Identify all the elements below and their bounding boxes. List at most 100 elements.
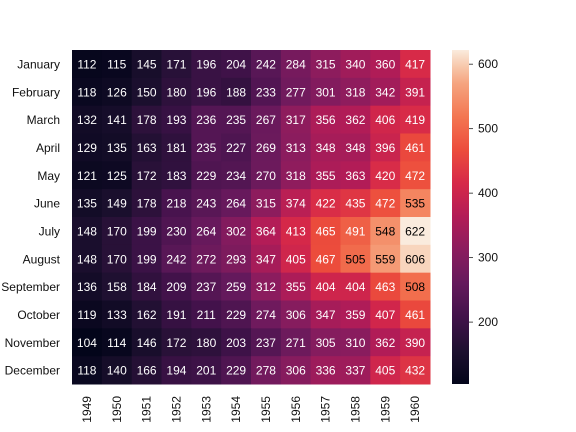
heatmap-cell <box>191 77 222 107</box>
heatmap-cell <box>400 328 431 357</box>
cell-value-label: 184 <box>137 280 157 294</box>
heatmap-cell <box>101 50 133 79</box>
heatmap-cell <box>310 272 341 301</box>
cell-value-label: 271 <box>286 336 306 350</box>
heatmap-cell <box>251 272 282 301</box>
cell-value-label: 242 <box>166 252 186 266</box>
heatmap-cell <box>251 356 282 385</box>
cell-value-label: 162 <box>137 308 157 322</box>
heatmap-cell <box>161 217 192 246</box>
cell-value-label: 166 <box>137 364 157 378</box>
heatmap-cell <box>370 272 401 301</box>
cell-value-label: 233 <box>256 85 276 99</box>
heatmap-cell <box>370 356 401 385</box>
heatmap-cell <box>310 300 341 329</box>
y-tick-label: June <box>34 197 60 211</box>
cell-value-label: 348 <box>345 141 365 155</box>
heatmap-cell <box>221 105 252 134</box>
x-tick-label: 1954 <box>229 396 243 423</box>
heatmap-cell <box>251 161 282 190</box>
cell-value-label: 270 <box>256 169 276 183</box>
heatmap-cell <box>400 356 431 385</box>
heatmap-cell <box>221 244 252 274</box>
cell-value-label: 104 <box>77 336 97 350</box>
heatmap-cell <box>131 161 162 190</box>
heatmap-cell <box>340 272 371 301</box>
cell-value-label: 390 <box>405 336 425 350</box>
heatmap-cell <box>400 272 431 301</box>
cell-value-label: 301 <box>316 85 336 99</box>
heatmap-cell <box>280 105 312 134</box>
cell-value-label: 141 <box>107 113 127 127</box>
y-tick-label: March <box>27 113 60 127</box>
heatmap-cell <box>131 356 162 385</box>
y-tick-label: February <box>12 85 60 99</box>
heatmap-cell <box>280 217 312 246</box>
heatmap-cell <box>280 77 312 107</box>
heatmap-cell <box>161 161 192 190</box>
cell-value-label: 178 <box>137 197 157 211</box>
cell-value-label: 318 <box>345 85 365 99</box>
cell-value-label: 132 <box>77 113 97 127</box>
heatmap-cell <box>340 50 371 79</box>
heatmap-cell <box>251 105 282 134</box>
x-tick-label: 1960 <box>408 396 422 423</box>
heatmap-cell <box>101 328 133 357</box>
cell-value-label: 191 <box>166 308 186 322</box>
heatmap-cell <box>340 133 371 162</box>
heatmap-cell <box>310 161 341 190</box>
heatmap-cell <box>191 356 222 385</box>
cell-value-label: 264 <box>226 197 246 211</box>
heatmap-cell <box>221 189 252 218</box>
heatmap-cell <box>161 77 192 107</box>
heatmap-cell <box>370 189 401 218</box>
heatmap-cell <box>191 133 222 162</box>
cell-value-label: 125 <box>107 169 127 183</box>
heatmap-cell <box>101 161 133 190</box>
heatmap-cell <box>221 161 252 190</box>
cell-value-label: 180 <box>196 336 216 350</box>
heatmap-cell <box>400 77 431 107</box>
heatmap-cell <box>221 133 252 162</box>
cell-value-label: 163 <box>137 141 157 155</box>
cell-value-label: 129 <box>77 141 97 155</box>
heatmap-cell <box>310 50 341 79</box>
cell-value-label: 196 <box>196 57 216 71</box>
heatmap-cell <box>251 189 282 218</box>
heatmap-cell <box>280 328 312 357</box>
cell-value-label: 535 <box>405 197 425 211</box>
colorbar-tick-label: 300 <box>478 251 498 265</box>
cell-value-label: 170 <box>107 224 127 238</box>
cell-value-label: 272 <box>196 252 216 266</box>
heatmap-cell <box>221 77 252 107</box>
heatmap-cell <box>251 50 282 79</box>
heatmap-cell <box>72 77 103 107</box>
cell-value-label: 118 <box>77 85 96 99</box>
cell-value-label: 435 <box>345 197 365 211</box>
cell-value-label: 236 <box>196 113 216 127</box>
cell-value-label: 230 <box>166 224 186 238</box>
cell-value-label: 362 <box>375 336 395 350</box>
cell-value-label: 347 <box>256 252 276 266</box>
heatmap-cell <box>370 300 401 329</box>
cell-value-label: 465 <box>316 224 336 238</box>
heatmap-cell <box>370 217 401 246</box>
heatmap-cell <box>72 105 103 134</box>
heatmap-cell <box>72 328 103 357</box>
cell-value-label: 188 <box>226 85 246 99</box>
colorbar-tick-label: 600 <box>478 57 498 71</box>
heatmap-cell <box>400 189 431 218</box>
x-tick-labels: 1949 1950 1951 1952 1953 1954 1955 1956 1957 1958… <box>80 396 422 423</box>
cell-value-label: 315 <box>316 57 336 71</box>
colorbar-gradient <box>452 50 469 384</box>
heatmap-cell <box>340 300 371 329</box>
cell-value-label: 237 <box>256 336 276 350</box>
cell-value-label: 374 <box>286 197 306 211</box>
colorbar-tick-label: 500 <box>478 122 498 136</box>
cell-value-label: 315 <box>256 197 276 211</box>
cell-value-label: 336 <box>316 364 336 378</box>
y-tick-labels: January February March April May June July Augu… <box>1 57 60 377</box>
heatmap-cell <box>101 189 133 218</box>
cell-value-label: 211 <box>197 308 216 322</box>
heatmap-cell <box>161 272 192 301</box>
